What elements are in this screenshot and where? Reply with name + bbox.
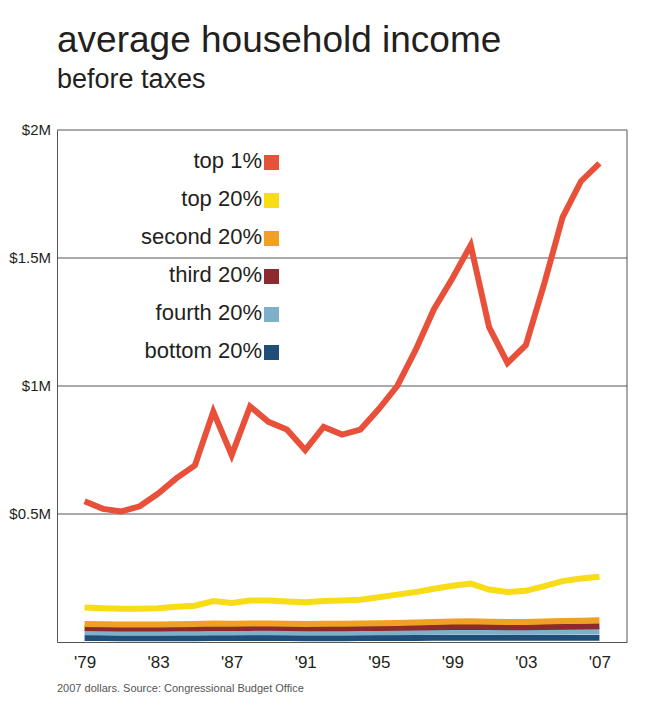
legend: top 1% top 20% second 20% third 20% fourth 2… (141, 148, 279, 363)
series-line (85, 163, 600, 511)
x-tick-label: '87 (221, 653, 243, 672)
grid-line (57, 514, 627, 515)
legend-swatch (264, 155, 279, 170)
x-tick: '79 (74, 642, 96, 672)
x-axis: '79 '83 '87 '91 '95 '99 '03 '07 (58, 642, 628, 672)
grid-line (57, 386, 627, 387)
title: average household income (57, 19, 501, 60)
frame (627, 130, 628, 642)
y-tick-label: $2M (22, 121, 51, 138)
legend-swatch (264, 307, 279, 322)
x-tick: '91 (295, 642, 317, 672)
y-tick: $2M (22, 121, 57, 138)
series-line (85, 577, 600, 609)
x-tick: '83 (148, 642, 170, 672)
x-tick: '95 (368, 642, 390, 672)
series-line (85, 631, 600, 633)
x-tick: '99 (442, 642, 464, 672)
source-note: 2007 dollars. Source: Congressional Budg… (57, 682, 304, 694)
y-tick-label: $1M (22, 377, 51, 394)
legend-label: fourth 20% (156, 300, 262, 325)
y-tick-label: $0.5M (9, 505, 51, 522)
x-axis-line (58, 642, 628, 643)
series-line (85, 620, 600, 624)
x-tick: '07 (589, 642, 611, 672)
y-tick: $0.5M (9, 505, 57, 522)
x-tick: '03 (515, 642, 537, 672)
chart: average household incomebefore taxes$0.5… (0, 0, 660, 707)
y-tick: $1M (22, 377, 57, 394)
legend-label: bottom 20% (145, 338, 262, 363)
x-tick-label: '99 (442, 653, 464, 672)
x-tick-label: '95 (368, 653, 390, 672)
x-tick: '87 (221, 642, 243, 672)
subtitle: before taxes (57, 64, 206, 94)
legend-label: top 1% (194, 148, 263, 173)
x-tick-label: '91 (295, 653, 317, 672)
grid (57, 130, 627, 514)
x-tick-label: '03 (515, 653, 537, 672)
legend-label: second 20% (141, 224, 262, 249)
x-tick-label: '83 (148, 653, 170, 672)
y-tick-label: $1.5M (9, 249, 51, 266)
legend-label: top 20% (181, 186, 262, 211)
plot-area (85, 163, 600, 638)
legend-swatch (264, 193, 279, 208)
y-tick: $1.5M (9, 249, 57, 266)
legend-label: third 20% (169, 262, 262, 287)
y-axis: $0.5M $1M $1.5M $2M (9, 121, 57, 642)
x-tick-label: '79 (74, 653, 96, 672)
y-axis-line (57, 131, 58, 643)
grid-line (57, 130, 627, 131)
legend-swatch (264, 231, 279, 246)
grid-line (57, 258, 627, 259)
legend-swatch (264, 345, 279, 360)
legend-swatch (264, 269, 279, 284)
x-tick-label: '07 (589, 653, 611, 672)
